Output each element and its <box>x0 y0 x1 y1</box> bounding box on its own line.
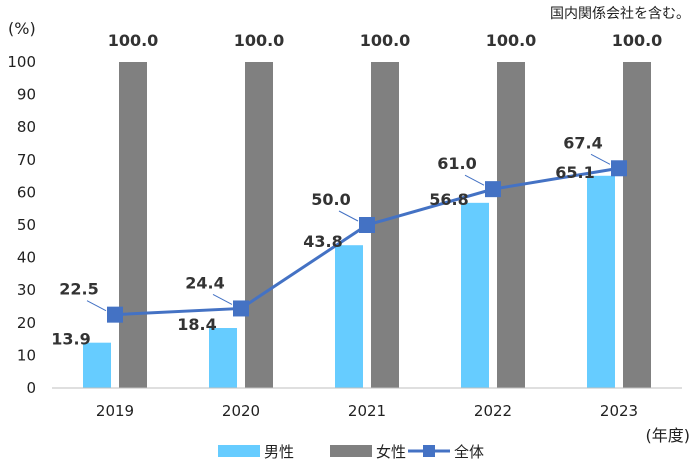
total-line <box>86 153 627 323</box>
x-tick-label: 2023 <box>600 402 638 420</box>
data-label-female: 100.0 <box>234 31 285 50</box>
legend-swatch-male <box>218 445 260 457</box>
leader-line <box>212 294 233 305</box>
total-marker <box>233 300 249 317</box>
total-marker <box>611 160 627 177</box>
y-tick-label: 100 <box>7 53 36 71</box>
y-tick-label: 80 <box>17 118 36 136</box>
bar-male <box>587 175 615 388</box>
x-axis: 2019 2020 2021 2022 2023 <box>96 402 638 420</box>
x-tick-label: 2022 <box>474 402 512 420</box>
data-label-male: 56.8 <box>429 190 468 209</box>
data-label-female: 100.0 <box>360 31 411 50</box>
y-tick-label: 20 <box>17 314 36 332</box>
total-marker <box>359 217 375 233</box>
legend: 男性 女性 全体 <box>218 443 484 461</box>
bar-male <box>461 202 489 388</box>
data-label-total: 67.4 <box>563 133 602 152</box>
y-tick-label: 60 <box>17 183 36 201</box>
y-axis: 0 10 20 30 40 50 60 70 80 90 100 <box>7 53 36 397</box>
data-label-male: 43.8 <box>303 232 342 251</box>
x-tick-label: 2021 <box>348 402 386 420</box>
bars <box>83 62 651 388</box>
y-tick-label: 30 <box>17 281 36 299</box>
total-marker <box>485 181 501 198</box>
bar-female <box>497 62 525 388</box>
leader-line <box>464 174 485 186</box>
data-label-male: 65.1 <box>555 163 594 182</box>
y-tick-label: 70 <box>17 151 36 169</box>
data-labels: 100.0 13.9 100.0 18.4 100.0 43.8 100.0 56.8 100.… <box>51 31 662 349</box>
leader-line <box>590 153 611 165</box>
y-tick-label: 40 <box>17 249 36 267</box>
x-axis-unit-label: (年度) <box>646 426 691 445</box>
data-label-male: 13.9 <box>51 330 90 349</box>
legend-swatch-female <box>330 445 372 457</box>
data-label-female: 100.0 <box>108 31 159 50</box>
legend-label-male: 男性 <box>264 443 294 461</box>
bar-female <box>371 62 399 388</box>
leader-line <box>338 210 359 222</box>
data-label-female: 100.0 <box>612 31 663 50</box>
bar-female <box>245 62 273 388</box>
total-line-path <box>114 166 620 317</box>
x-tick-label: 2020 <box>222 402 260 420</box>
y-tick-label: 50 <box>17 216 36 234</box>
bar-female <box>623 62 651 388</box>
data-label-total: 24.4 <box>185 273 224 292</box>
leader-line <box>86 300 107 312</box>
y-tick-label: 0 <box>26 379 36 397</box>
note-text: 国内関係会社を含む。 <box>550 6 690 22</box>
legend-label-total: 全体 <box>454 443 484 461</box>
data-label-total: 61.0 <box>437 154 476 173</box>
data-label-total: 50.0 <box>311 190 350 209</box>
data-label-total: 22.5 <box>59 280 98 299</box>
legend-label-female: 女性 <box>376 443 406 461</box>
y-tick-label: 10 <box>17 346 36 364</box>
bar-female <box>119 62 147 388</box>
bar-male <box>335 245 363 388</box>
data-label-male: 18.4 <box>177 315 216 334</box>
x-tick-label: 2019 <box>96 402 134 420</box>
bar-male <box>83 342 111 388</box>
y-tick-label: 90 <box>17 86 36 104</box>
legend-marker-total <box>423 445 435 457</box>
unit-label: (%) <box>8 19 36 38</box>
data-label-female: 100.0 <box>486 31 537 50</box>
total-marker <box>107 306 123 323</box>
bar-male <box>209 328 237 388</box>
